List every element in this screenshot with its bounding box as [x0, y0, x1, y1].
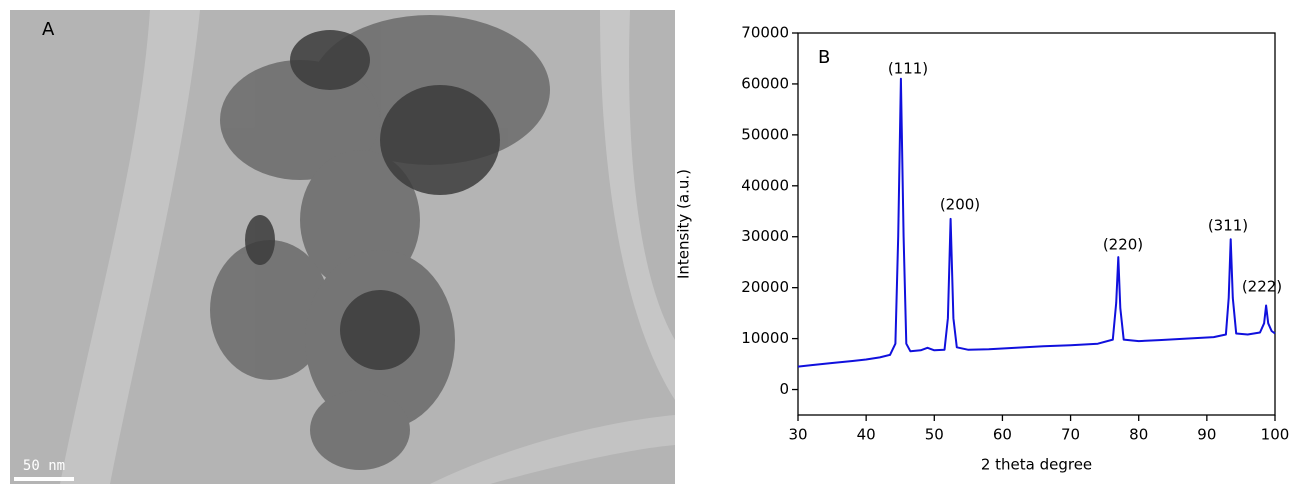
- y-tick-label: 40000: [741, 176, 789, 194]
- panel-label: A: [42, 19, 55, 40]
- y-tick-label: 10000: [741, 329, 789, 347]
- plot-frame: [797, 32, 1276, 416]
- x-axis-title: 2 theta degree: [981, 456, 1092, 474]
- x-tick-label: 90: [1197, 426, 1216, 444]
- x-tick-label: 100: [1261, 426, 1290, 444]
- peak-label: (311): [1208, 217, 1248, 235]
- peak-label: (111): [888, 60, 928, 78]
- chart: 30 40 50 60 70 80 90 100 0 10000 20000 30000 40000 50…: [675, 24, 1290, 474]
- data-line: [797, 77, 1276, 368]
- x-tick-label: 70: [1061, 426, 1080, 444]
- peak-label: (200): [940, 196, 980, 214]
- peak-label: (220): [1103, 236, 1143, 254]
- panel-label: B: [818, 47, 830, 68]
- x-tick-label: 50: [925, 426, 944, 444]
- y-tick-label: 60000: [741, 74, 789, 92]
- y-tick-label: 0: [779, 380, 789, 398]
- scale-bar-label: 50 nm: [23, 458, 65, 474]
- y-tick-label: 30000: [741, 227, 789, 245]
- x-tick-label: 60: [993, 426, 1012, 444]
- tem-image: A 50 nm: [10, 10, 675, 484]
- y-tick-label: 20000: [741, 278, 789, 296]
- y-tick-label: 50000: [741, 125, 789, 143]
- x-tick-label: 40: [857, 426, 876, 444]
- peak-label: (222): [1242, 278, 1282, 296]
- x-tick-label: 80: [1129, 426, 1148, 444]
- x-tick-label: 30: [788, 426, 807, 444]
- y-tick-label: 70000: [741, 24, 789, 42]
- y-axis-title: Intensity (a.u.): [675, 169, 693, 279]
